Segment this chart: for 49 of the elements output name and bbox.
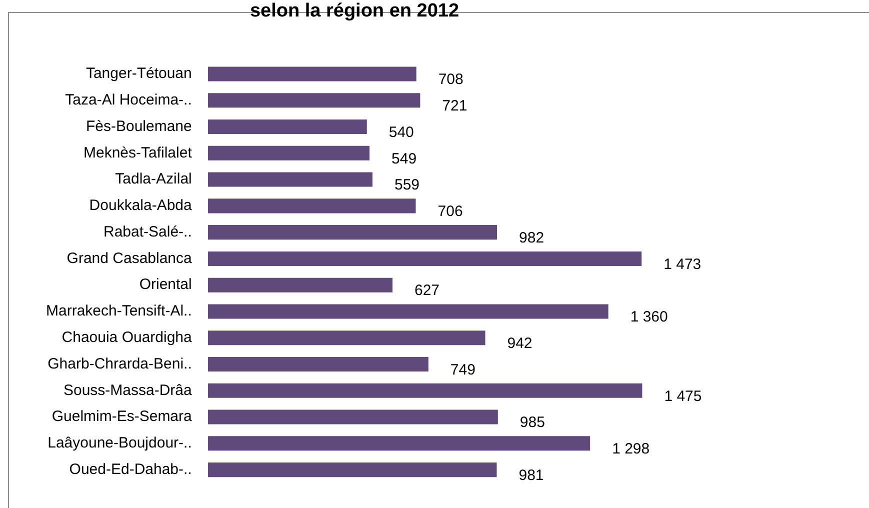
- y-tick-label: Chaouia Ouardigha: [62, 329, 193, 346]
- y-tick-label: Fès-Boulemane: [86, 118, 192, 135]
- bar: [208, 198, 416, 214]
- data-label: 540: [388, 124, 414, 141]
- y-tick-label: Grand Casablanca: [66, 250, 193, 267]
- y-tick-label: Guelmim-Es-Semara: [52, 408, 193, 426]
- data-label: 721: [442, 98, 468, 115]
- data-label: 1 475: [664, 388, 702, 405]
- data-label: 1 298: [612, 440, 650, 458]
- data-label: 1 360: [630, 308, 668, 326]
- y-tick-label: Marrakech-Tensift-Al..: [46, 302, 192, 320]
- data-label: 549: [392, 150, 417, 168]
- data-label: 708: [438, 71, 464, 88]
- bar: [208, 304, 608, 319]
- y-tick-label: Oriental: [139, 276, 192, 294]
- y-tick-label: Taza-Al Hoceima-..: [65, 92, 192, 109]
- data-label: 985: [520, 414, 545, 432]
- bar: [208, 278, 392, 292]
- data-label: 942: [507, 335, 532, 352]
- data-label: 1 473: [664, 256, 702, 273]
- bar: [208, 357, 428, 372]
- bar: [208, 436, 590, 451]
- data-label: 627: [414, 282, 440, 300]
- bar: [208, 251, 642, 266]
- bar: [208, 225, 498, 240]
- y-tick-label: Doukkala-Abda: [89, 197, 193, 214]
- bar: [208, 330, 486, 346]
- y-tick-label: Gharb-Chrarda-Beni..: [48, 355, 192, 372]
- bar: [208, 146, 370, 160]
- y-tick-label: Oued-Ed-Dahab-..: [69, 460, 192, 478]
- bar: [208, 410, 498, 424]
- bar: [208, 172, 372, 187]
- bar: [208, 120, 367, 134]
- y-tick-label: Tanger-Tétouan: [86, 65, 192, 82]
- bar: [208, 383, 642, 398]
- y-tick-label: Tadla-Azilal: [115, 170, 192, 188]
- data-label: 982: [519, 229, 544, 246]
- bar: [208, 66, 416, 82]
- bar: [208, 93, 420, 108]
- data-label: 981: [518, 466, 544, 484]
- y-tick-label: Souss-Massa-Drâa: [63, 382, 193, 399]
- data-label: 749: [450, 361, 476, 378]
- data-label: 559: [394, 176, 420, 194]
- y-tick-label: Meknès-Tafilalet: [83, 144, 193, 162]
- bar: [208, 462, 497, 478]
- data-label: 706: [438, 203, 463, 220]
- y-tick-label: Laâyoune-Boujdour-..: [48, 434, 192, 452]
- y-tick-label: Rabat-Salé-..: [103, 223, 192, 240]
- chart-title: selon la région en 2012: [250, 0, 460, 22]
